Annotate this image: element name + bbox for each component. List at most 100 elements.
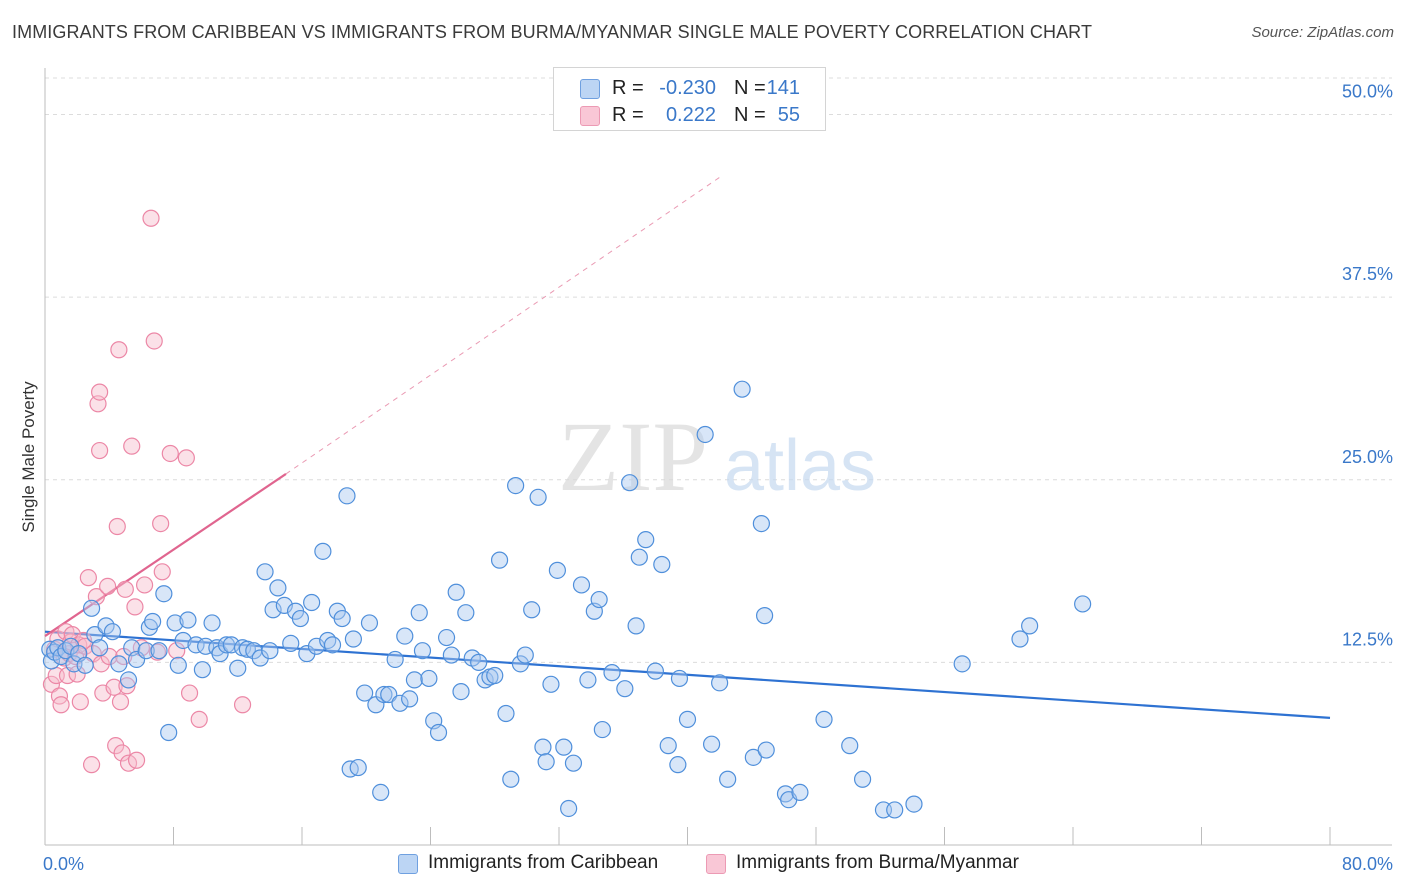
data-point-caribbean bbox=[457, 604, 475, 622]
data-point-caribbean bbox=[86, 626, 104, 644]
data-point-caribbean bbox=[437, 628, 456, 647]
data-point-caribbean bbox=[659, 737, 677, 755]
data-point-burma bbox=[110, 341, 128, 359]
legend-swatch-pink bbox=[706, 854, 726, 874]
data-point-caribbean bbox=[256, 563, 274, 581]
data-point-caribbean bbox=[413, 642, 432, 660]
data-point-caribbean bbox=[401, 690, 419, 708]
data-point-caribbean bbox=[391, 694, 409, 712]
data-point-caribbean bbox=[653, 555, 671, 574]
data-point-caribbean bbox=[627, 617, 645, 635]
watermark: ZIP atlas bbox=[558, 401, 876, 512]
data-point-caribbean bbox=[1021, 617, 1039, 635]
correlation-legend: R = -0.230 N = 141 R = 0.222 N = 55 bbox=[553, 67, 826, 131]
data-point-caribbean bbox=[516, 646, 534, 664]
watermark-atlas: atlas bbox=[724, 426, 876, 506]
legend-row-burma: R = 0.222 N = 55 bbox=[554, 102, 825, 128]
trend-lines bbox=[44, 176, 1331, 719]
data-point-burma bbox=[123, 437, 141, 455]
data-point-caribbean bbox=[621, 474, 639, 492]
legend-r-label: R = bbox=[612, 104, 644, 126]
data-point-caribbean bbox=[380, 685, 398, 704]
data-point-burma bbox=[82, 756, 101, 774]
data-point-caribbean bbox=[338, 487, 356, 505]
series-caribbean-points bbox=[41, 380, 1092, 819]
data-point-burma bbox=[142, 209, 160, 227]
data-point-caribbean bbox=[119, 671, 138, 689]
legend-n-label: N = bbox=[734, 77, 766, 99]
series-legend: Immigrants from Caribbean Immigrants fro… bbox=[0, 852, 1406, 878]
y-tick-label: 12.5% bbox=[1342, 629, 1393, 649]
data-point-burma bbox=[118, 677, 136, 695]
data-point-caribbean bbox=[303, 593, 321, 612]
data-point-caribbean bbox=[269, 579, 287, 597]
data-point-caribbean bbox=[542, 675, 560, 693]
data-point-caribbean bbox=[203, 614, 221, 632]
data-point-caribbean bbox=[719, 770, 737, 788]
data-point-caribbean bbox=[905, 795, 923, 813]
data-point-caribbean bbox=[344, 630, 362, 648]
data-point-caribbean bbox=[534, 738, 552, 756]
data-point-caribbean bbox=[476, 671, 494, 689]
data-point-caribbean bbox=[593, 720, 611, 739]
data-point-caribbean bbox=[174, 631, 192, 650]
data-point-caribbean bbox=[603, 664, 621, 682]
data-point-caribbean bbox=[696, 425, 714, 444]
data-point-caribbean bbox=[791, 783, 809, 802]
data-point-caribbean bbox=[396, 627, 414, 645]
data-point-caribbean bbox=[548, 561, 566, 579]
data-point-caribbean bbox=[511, 655, 530, 673]
data-point-caribbean bbox=[447, 583, 465, 601]
data-point-caribbean bbox=[490, 551, 509, 569]
data-point-caribbean bbox=[815, 710, 833, 728]
legend-n-value: 141 bbox=[766, 77, 800, 99]
data-point-caribbean bbox=[97, 617, 115, 635]
data-point-caribbean bbox=[110, 655, 128, 673]
data-point-caribbean bbox=[841, 737, 859, 755]
y-axis-label: Single Male Poverty bbox=[19, 381, 38, 533]
data-point-caribbean bbox=[386, 650, 404, 669]
data-point-burma bbox=[91, 383, 109, 401]
data-point-caribbean bbox=[144, 612, 162, 631]
data-point-caribbean bbox=[166, 614, 184, 632]
data-point-burma bbox=[116, 580, 134, 598]
data-point-caribbean bbox=[733, 380, 751, 398]
data-point-burma bbox=[91, 441, 109, 460]
legend-row-caribbean: R = -0.230 N = 141 bbox=[554, 75, 825, 101]
data-point-caribbean bbox=[442, 646, 460, 664]
data-point-caribbean bbox=[646, 662, 664, 680]
data-point-caribbean bbox=[238, 640, 256, 658]
data-point-caribbean bbox=[410, 604, 428, 622]
data-point-caribbean bbox=[744, 748, 762, 766]
data-point-caribbean bbox=[137, 642, 155, 660]
data-point-caribbean bbox=[314, 542, 332, 560]
legend-r-label: R = bbox=[612, 77, 644, 99]
data-point-caribbean bbox=[502, 770, 520, 788]
data-point-caribbean bbox=[127, 650, 146, 669]
data-point-burma bbox=[108, 517, 126, 536]
data-point-caribbean bbox=[82, 599, 101, 617]
data-point-burma bbox=[161, 444, 179, 463]
data-point-caribbean bbox=[282, 634, 300, 652]
data-point-caribbean bbox=[523, 601, 541, 619]
data-point-caribbean bbox=[470, 653, 488, 671]
data-point-caribbean bbox=[323, 636, 342, 654]
data-point-caribbean bbox=[360, 614, 379, 632]
data-point-caribbean bbox=[169, 656, 187, 674]
y-tick-label: 25.0% bbox=[1342, 447, 1393, 467]
data-point-burma bbox=[111, 693, 130, 711]
source-label: Source: ZipAtlas.com bbox=[1251, 24, 1394, 41]
data-point-burma bbox=[105, 678, 123, 696]
data-point-caribbean bbox=[572, 576, 591, 594]
data-point-caribbean bbox=[564, 754, 583, 772]
legend-r-value: -0.230 bbox=[659, 77, 716, 99]
data-point-caribbean bbox=[670, 669, 689, 688]
data-point-burma bbox=[50, 687, 69, 705]
data-point-caribbean bbox=[211, 645, 229, 663]
data-point-caribbean bbox=[853, 770, 872, 788]
trend-line-burma-extension bbox=[285, 176, 720, 475]
data-point-caribbean bbox=[420, 669, 438, 688]
data-point-caribbean bbox=[229, 659, 247, 677]
data-point-caribbean bbox=[702, 735, 721, 753]
